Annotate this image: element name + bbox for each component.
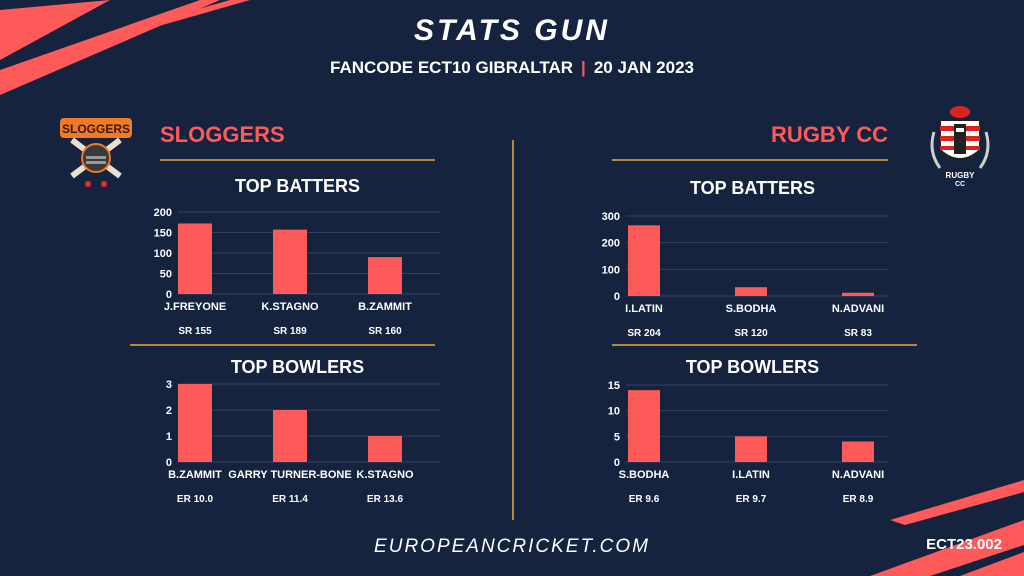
left-bowlers-title: TOP BOWLERS <box>230 357 365 377</box>
match-date: 20 JAN 2023 <box>593 58 694 77</box>
left_bowlers-sublabel-1: ER 11.4 <box>272 494 308 505</box>
right_batters-sublabel-0: SR 204 <box>627 328 661 339</box>
left_batters-sublabel-0: SR 155 <box>178 326 212 337</box>
right_batters-category-1: S.BODHA <box>726 303 777 315</box>
left_batters-bar-2 <box>368 257 402 294</box>
subtitle-separator: | <box>581 58 586 77</box>
right_bowlers-ytick-1: 5 <box>614 431 620 443</box>
right_bowlers-bar-1 <box>735 436 767 462</box>
left_bowlers-category-1: GARRY TURNER-BONE <box>228 469 351 481</box>
left_batters-ytick-0: 0 <box>166 289 172 301</box>
right_bowlers-bar-0 <box>628 390 660 462</box>
right_batters-ytick-3: 300 <box>602 211 620 223</box>
left_bowlers-bar-2 <box>368 436 402 462</box>
right_bowlers-ytick-3: 15 <box>608 380 620 392</box>
right_batters-bar-1 <box>735 287 767 296</box>
left_bowlers-sublabel-2: ER 13.6 <box>367 494 404 505</box>
right_bowlers-category-0: S.BODHA <box>619 469 670 481</box>
left-batters-title: TOP BATTERS <box>234 176 360 196</box>
sloggers-logo-text: SLOGGERS <box>62 122 130 136</box>
left_bowlers-svg: 0 1 2 3 B.ZAMMIT ER 10.0 GARRY TURNER-BONE ER 1… <box>166 379 440 505</box>
footer-code: ECT23.002 <box>926 536 1002 553</box>
right_bowlers-sublabel-0: ER 9.6 <box>629 494 660 505</box>
left_batters-bar-0 <box>178 223 212 294</box>
left_batters-sublabel-2: SR 160 <box>368 326 402 337</box>
right_bowlers-ytick-2: 10 <box>608 406 620 418</box>
rugby-logo-text-1: RUGBY <box>946 171 976 180</box>
rugby-cc-logo: RUGBY CC <box>930 106 990 188</box>
left_bowlers-category-0: B.ZAMMIT <box>168 469 222 481</box>
right_bowlers-svg: 0 5 10 15 S.BODHA ER 9.6 I.LATIN ER 9.7 N.ADVANI… <box>608 380 888 505</box>
footer-site: EUROPEANCRICKET.COM <box>374 536 650 557</box>
right_batters-category-0: I.LATIN <box>625 303 663 315</box>
right_bowlers-ytick-0: 0 <box>614 457 620 469</box>
right_bowlers-category-1: I.LATIN <box>732 469 770 481</box>
right-header-divider <box>612 159 888 161</box>
page-title: STATS GUN <box>414 14 610 47</box>
left_bowlers-bar-0 <box>178 384 212 462</box>
right_batters-bar-2 <box>842 292 874 296</box>
right_bowlers-bar-2 <box>842 441 874 462</box>
chart-left-bowlers: 0 1 2 3 B.ZAMMIT ER 10.0 GARRY TURNER-BONE ER 1… <box>150 376 450 515</box>
left_batters-ytick-3: 150 <box>154 228 172 240</box>
right_batters-sublabel-2: SR 83 <box>844 328 872 339</box>
sloggers-logo: SLOGGERS <box>60 118 132 187</box>
left_bowlers-ytick-1: 1 <box>166 431 172 443</box>
right-bowlers-title: TOP BOWLERS <box>685 357 820 377</box>
left_batters-ytick-1: 50 <box>160 269 172 281</box>
left_batters-sublabel-1: SR 189 <box>273 326 307 337</box>
left-header-divider <box>160 159 435 161</box>
left_batters-bar-1 <box>273 229 307 294</box>
right_batters-ytick-1: 100 <box>602 264 620 276</box>
chart-right-bowlers: 0 5 10 15 S.BODHA ER 9.6 I.LATIN ER 9.7 N.ADVANI… <box>598 378 898 515</box>
left_bowlers-bar-1 <box>273 410 307 462</box>
page-subtitle: FANCODE ECT10 GIBRALTAR | 20 JAN 2023 <box>0 58 1024 78</box>
right_batters-svg: 0 100 200 300 I.LATIN SR 204 S.BODHA SR 120 N.AD… <box>602 211 888 339</box>
team-left-name: SLOGGERS <box>160 122 285 147</box>
right-section-divider <box>612 344 917 346</box>
left_bowlers-category-2: K.STAGNO <box>356 469 414 481</box>
left_bowlers-ytick-2: 2 <box>166 405 172 417</box>
right_batters-sublabel-1: SR 120 <box>734 328 768 339</box>
left_batters-category-2: B.ZAMMIT <box>358 301 412 313</box>
left_batters-ytick-2: 100 <box>154 248 172 260</box>
team-right-name: RUGBY CC <box>771 122 888 147</box>
left_bowlers-sublabel-0: ER 10.0 <box>177 494 214 505</box>
left_batters-category-0: J.FREYONE <box>164 301 226 313</box>
right_bowlers-sublabel-2: ER 8.9 <box>843 494 874 505</box>
left_batters-svg: 0 50 100 150 200 J.FREYONE SR 155 K.STAGNO SR 18… <box>154 207 440 337</box>
chart-left-batters: 0 50 100 150 200 J.FREYONE SR 155 K.STAGNO SR 18… <box>150 204 450 347</box>
right_batters-ytick-2: 200 <box>602 238 620 250</box>
right_bowlers-category-2: N.ADVANI <box>832 469 884 481</box>
left_batters-ytick-4: 200 <box>154 207 172 219</box>
competition-label: FANCODE ECT10 GIBRALTAR <box>330 58 574 77</box>
left_batters-category-1: K.STAGNO <box>261 301 319 313</box>
left_bowlers-ytick-0: 0 <box>166 457 172 469</box>
right_batters-bar-0 <box>628 225 660 296</box>
right_batters-category-2: N.ADVANI <box>832 303 884 315</box>
rugby-logo-text-2: CC <box>955 181 965 188</box>
center-divider <box>512 140 514 520</box>
left-section-divider <box>130 344 435 346</box>
left_bowlers-ytick-3: 3 <box>166 379 172 391</box>
right_batters-ytick-0: 0 <box>614 291 620 303</box>
right-batters-title: TOP BATTERS <box>689 178 815 198</box>
right_bowlers-sublabel-1: ER 9.7 <box>736 494 767 505</box>
chart-right-batters: 0 100 200 300 I.LATIN SR 204 S.BODHA SR 120 N.AD… <box>598 208 898 349</box>
